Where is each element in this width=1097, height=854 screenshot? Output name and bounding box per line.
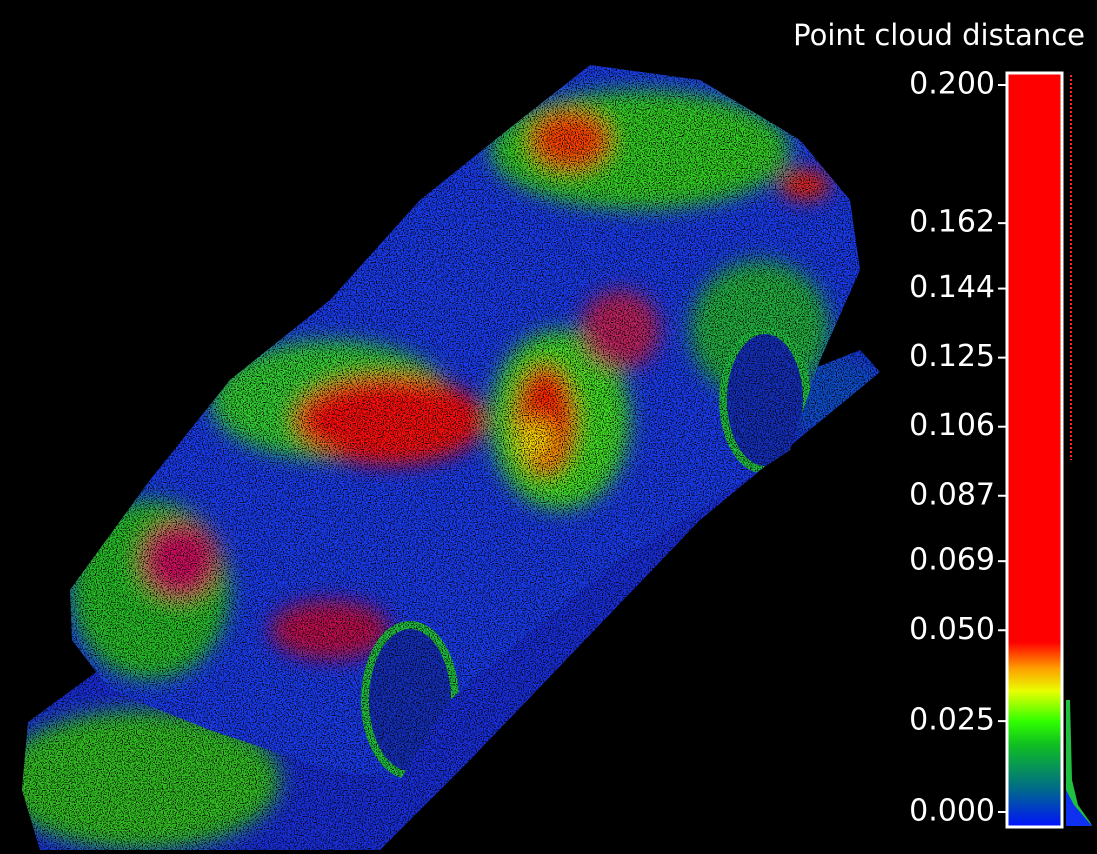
scale-title: Point cloud distance (793, 18, 1085, 52)
color-scale (1007, 73, 1062, 827)
tick-label: 0.200 (909, 67, 995, 102)
tick-label: 0.050 (909, 612, 995, 647)
tick-label: 0.106 (909, 408, 995, 443)
tick-label: 0.162 (909, 205, 995, 240)
tick-label: 0.000 (909, 794, 995, 829)
tick-label: 0.125 (909, 339, 995, 374)
point-cloud (0, 60, 900, 854)
tick-label: 0.087 (909, 477, 995, 512)
tick-label: 0.069 (909, 543, 995, 578)
tick-label: 0.144 (909, 270, 995, 305)
viewer: Point cloud distance 0.000 0.025 0.050 0.06… (0, 0, 1097, 854)
tick-label: 0.025 (909, 703, 995, 738)
